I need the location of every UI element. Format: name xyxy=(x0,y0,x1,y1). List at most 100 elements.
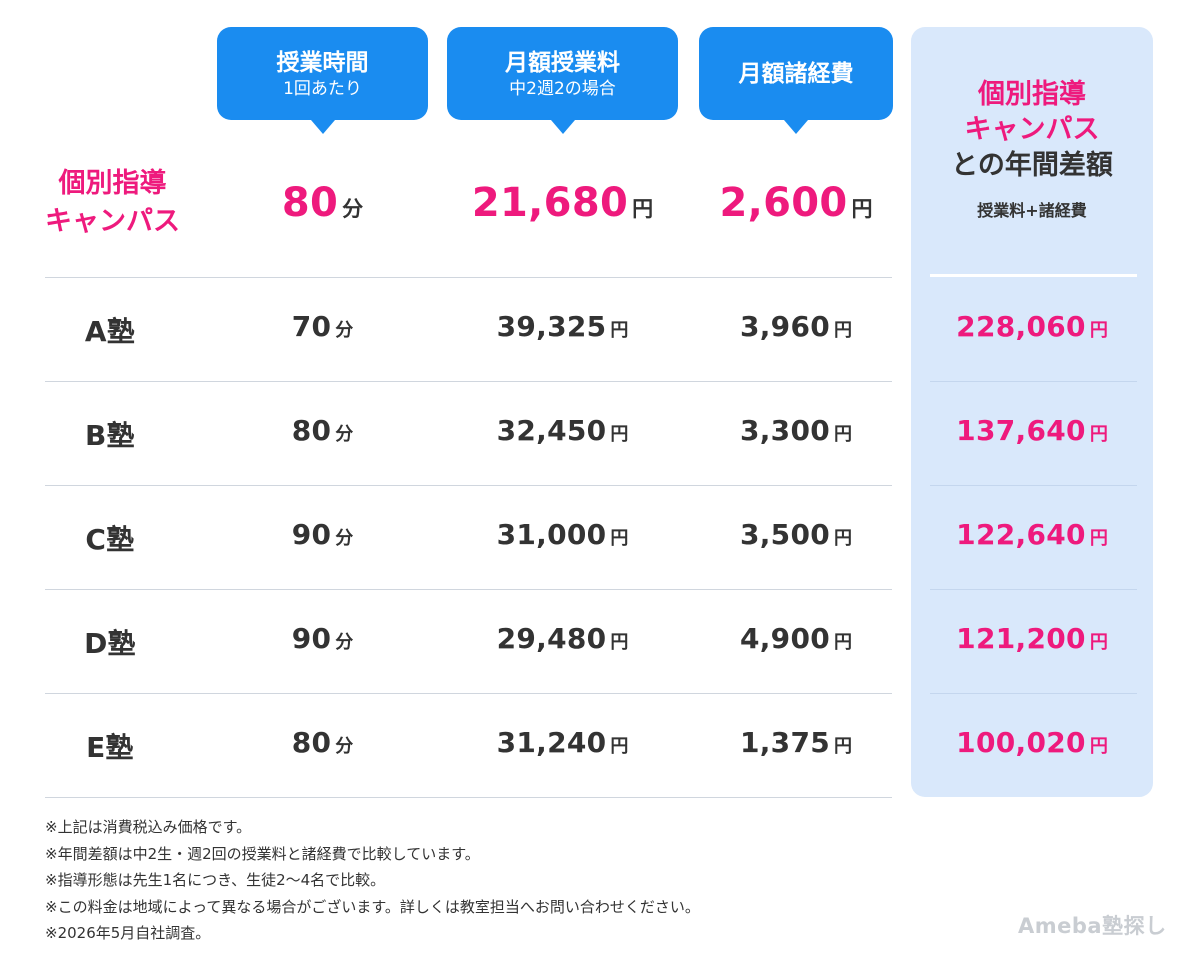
row-expense-unit: 円 xyxy=(834,320,853,341)
table-row-a-name: A塾 xyxy=(45,310,175,354)
table-row-b-expense: 3,300 円 xyxy=(699,414,893,458)
campus-time: 80 分 xyxy=(217,180,428,240)
table-row-d-expense: 4,900 円 xyxy=(699,622,893,666)
table-row-e-fee: 31,240 円 xyxy=(447,726,678,770)
table-row-c-name: C塾 xyxy=(45,518,175,562)
footnote: ※この料金は地域によって異なる場合がございます。詳しくは教室担当へお問い合わせく… xyxy=(45,897,700,916)
campus-fee-unit: 円 xyxy=(632,197,654,221)
campus-label: 個別指導 キャンパス xyxy=(30,165,195,241)
table-row-c-time: 90 分 xyxy=(217,518,428,562)
table-row-d-diff: 121,200 円 xyxy=(911,622,1153,666)
row-fee-unit: 円 xyxy=(610,424,629,445)
row-expense-value: 3,500 xyxy=(739,518,831,551)
row-expense-value: 3,300 xyxy=(739,414,831,447)
table-row-a-time: 70 分 xyxy=(217,310,428,354)
row-name: D塾 xyxy=(84,627,136,660)
row-time-value: 90 xyxy=(291,518,332,551)
highlight-row-divider xyxy=(930,693,1137,694)
header-expense: 月額諸経費 xyxy=(699,27,893,134)
table-row-e-expense: 1,375 円 xyxy=(699,726,893,770)
footnotes: ※上記は消費税込み価格です。 ※年間差額は中2生・週2回の授業料と諸経費で比較し… xyxy=(45,814,700,947)
header-expense-label: 月額諸経費 xyxy=(738,60,854,87)
campus-expense: 2,600 円 xyxy=(699,180,893,240)
row-fee-value: 32,450 xyxy=(496,414,607,447)
campus-expense-unit: 円 xyxy=(851,197,873,221)
campus-fee: 21,680 円 xyxy=(447,180,678,240)
campus-label-line2: キャンパス xyxy=(45,206,180,237)
header-fee-sub: 中2週2の場合 xyxy=(509,78,616,99)
row-diff-value: 121,200 xyxy=(956,622,1086,655)
table-row-a-expense: 3,960 円 xyxy=(699,310,893,354)
row-divider xyxy=(45,485,892,486)
header-time-label: 授業時間 xyxy=(276,49,369,76)
highlight-row-divider xyxy=(930,381,1137,382)
campus-fee-value: 21,680 xyxy=(471,180,629,226)
footnote: ※上記は消費税込み価格です。 xyxy=(45,818,252,836)
row-divider xyxy=(45,589,892,590)
footnote: ※年間差額は中2生・週2回の授業料と諸経費で比較しています。 xyxy=(45,844,480,863)
table-row-c-expense: 3,500 円 xyxy=(699,518,893,562)
table-row-c-diff: 122,640 円 xyxy=(911,518,1153,562)
row-fee-value: 31,000 xyxy=(496,518,607,551)
row-time-unit: 分 xyxy=(335,736,354,757)
highlight-header-line2: キャンパス xyxy=(964,114,1100,145)
campus-expense-value: 2,600 xyxy=(719,180,848,226)
campus-label-line1: 個別指導 xyxy=(58,168,167,199)
footnote: ※指導形態は先生1名につき、生徒2〜4名で比較。 xyxy=(45,871,386,889)
row-time-unit: 分 xyxy=(335,424,354,445)
row-time-unit: 分 xyxy=(335,632,354,653)
row-diff-unit: 円 xyxy=(1089,528,1108,549)
row-diff-value: 228,060 xyxy=(956,310,1086,343)
row-time-value: 90 xyxy=(291,622,332,655)
row-time-unit: 分 xyxy=(335,320,354,341)
table-row-e-diff: 100,020 円 xyxy=(911,726,1153,770)
row-fee-value: 29,480 xyxy=(496,622,607,655)
row-name: B塾 xyxy=(85,419,135,452)
row-time-unit: 分 xyxy=(335,528,354,549)
row-time-value: 70 xyxy=(291,310,332,343)
row-fee-value: 31,240 xyxy=(496,726,607,759)
campus-time-value: 80 xyxy=(281,180,339,226)
highlight-header-sub: 授業料+諸経費 xyxy=(977,201,1087,220)
row-time-value: 80 xyxy=(291,414,332,447)
table-row-d-fee: 29,480 円 xyxy=(447,622,678,666)
header-time: 授業時間 1回あたり xyxy=(217,27,428,134)
highlight-row-divider xyxy=(930,485,1137,486)
row-fee-unit: 円 xyxy=(610,632,629,653)
row-fee-unit: 円 xyxy=(610,320,629,341)
highlight-header-divider xyxy=(930,274,1137,277)
table-row-e-name: E塾 xyxy=(45,726,175,770)
row-diff-value: 122,640 xyxy=(956,518,1086,551)
row-name: A塾 xyxy=(84,315,136,348)
row-time-value: 80 xyxy=(291,726,332,759)
header-fee-label: 月額授業料 xyxy=(505,49,620,76)
row-divider xyxy=(45,381,892,382)
row-expense-unit: 円 xyxy=(834,632,853,653)
row-diff-value: 100,020 xyxy=(956,726,1086,759)
row-divider xyxy=(45,693,892,694)
row-fee-unit: 円 xyxy=(610,528,629,549)
header-fee: 月額授業料 中2週2の場合 xyxy=(447,27,678,134)
table-row-b-name: B塾 xyxy=(45,414,175,458)
table-row-b-diff: 137,640 円 xyxy=(911,414,1153,458)
table-row-e-time: 80 分 xyxy=(217,726,428,770)
highlight-header-line3: との年間差額 xyxy=(951,150,1113,181)
row-expense-value: 4,900 xyxy=(739,622,831,655)
table-row-d-time: 90 分 xyxy=(217,622,428,666)
table-row-a-fee: 39,325 円 xyxy=(447,310,678,354)
row-expense-value: 3,960 xyxy=(739,310,831,343)
row-diff-unit: 円 xyxy=(1089,320,1108,341)
table-row-a-diff: 228,060 円 xyxy=(911,310,1153,354)
highlight-header-line1: 個別指導 xyxy=(978,79,1086,110)
table-row-b-fee: 32,450 円 xyxy=(447,414,678,458)
row-divider xyxy=(45,797,892,798)
row-expense-value: 1,375 xyxy=(739,726,831,759)
row-diff-unit: 円 xyxy=(1089,632,1108,653)
ameba-logo: Ameba塾探し xyxy=(1018,914,1167,938)
footnote: ※2026年5月自社調査。 xyxy=(45,924,211,942)
row-fee-value: 39,325 xyxy=(496,310,607,343)
highlight-row-divider xyxy=(930,589,1137,590)
row-divider xyxy=(45,277,892,278)
row-expense-unit: 円 xyxy=(834,424,853,445)
row-diff-value: 137,640 xyxy=(956,414,1086,447)
